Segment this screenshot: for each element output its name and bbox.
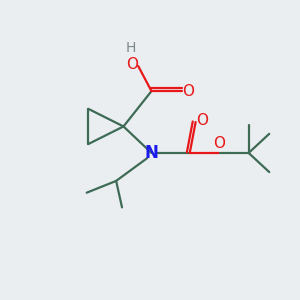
Text: N: N (145, 144, 158, 162)
Text: H: H (126, 41, 136, 56)
Text: O: O (126, 57, 138, 72)
Text: O: O (196, 113, 208, 128)
Text: O: O (213, 136, 225, 151)
Text: O: O (182, 84, 194, 99)
